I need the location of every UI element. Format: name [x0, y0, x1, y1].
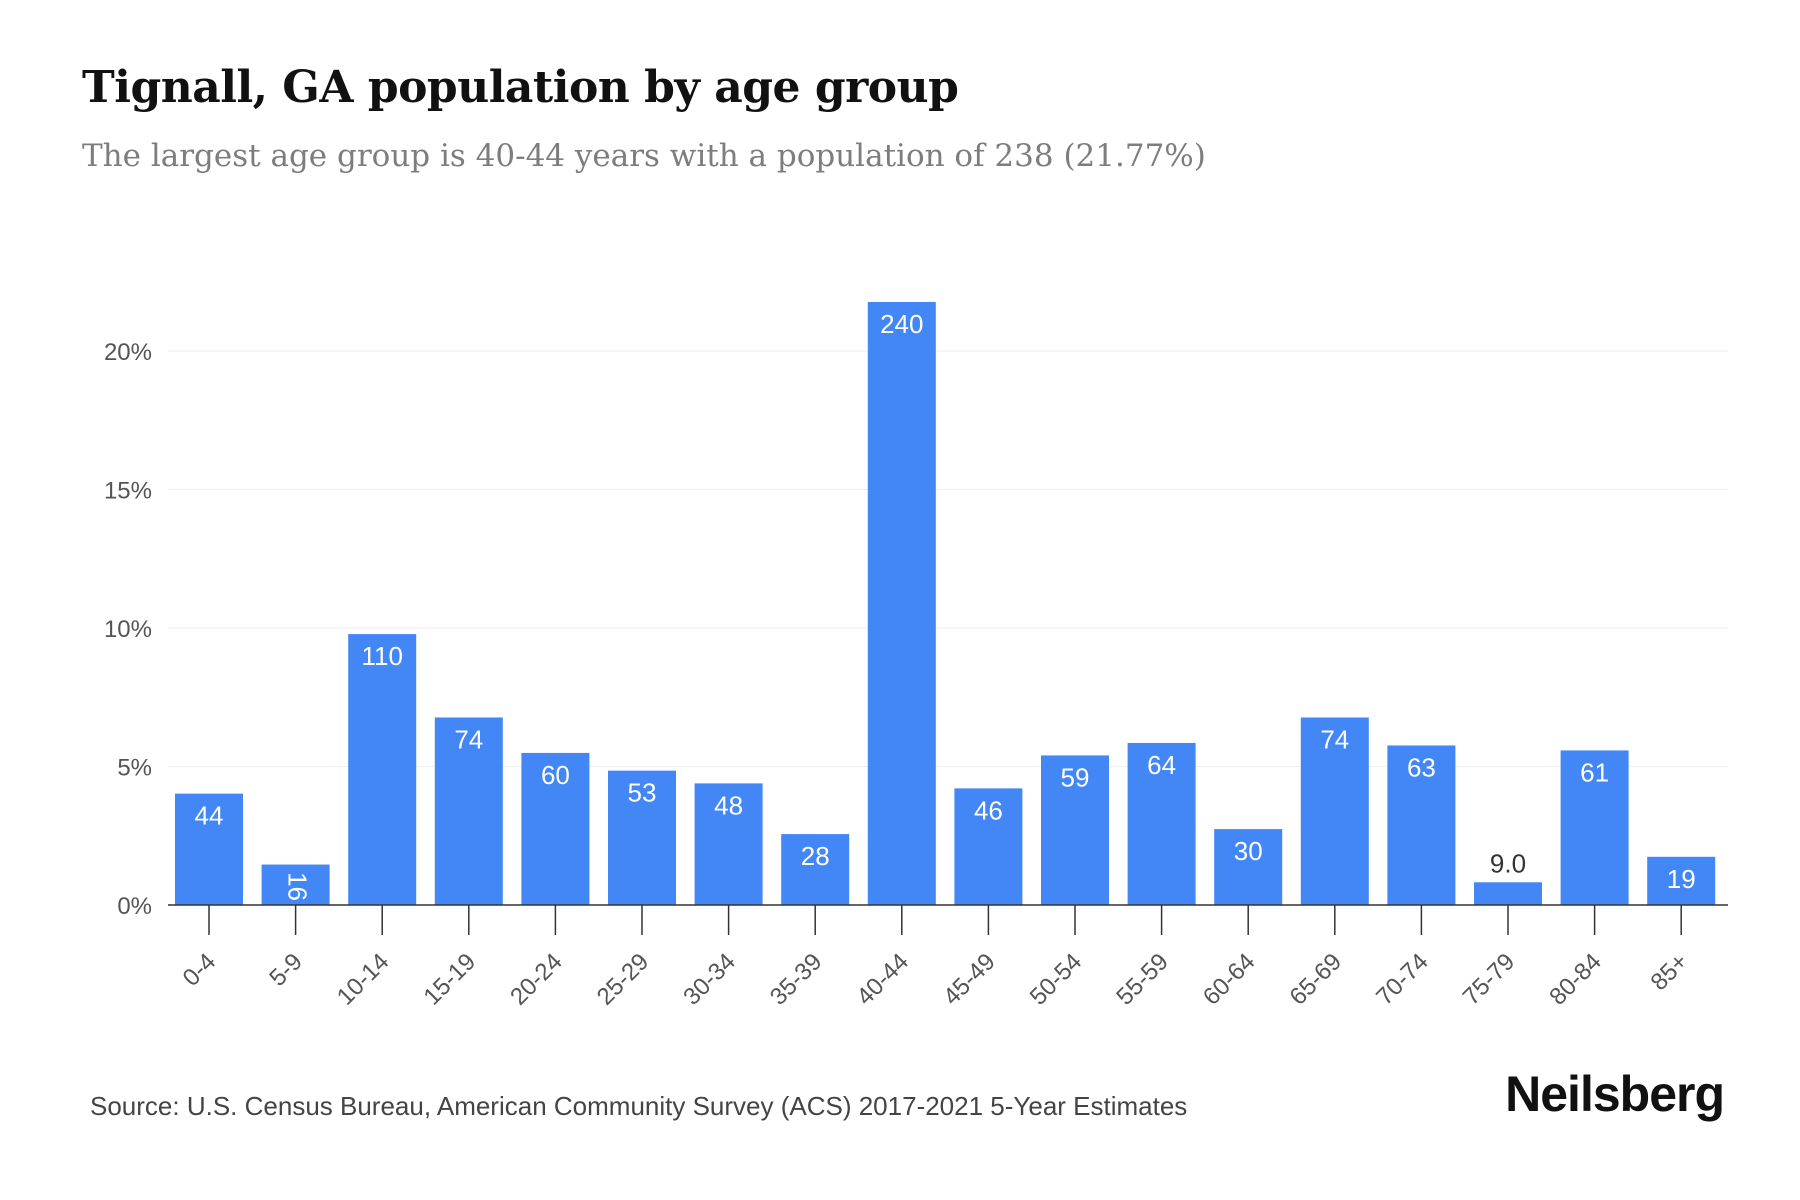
bar [1214, 829, 1283, 905]
x-tick-label: 75-79 [1458, 948, 1521, 1011]
data-label: 59 [1061, 762, 1090, 792]
bar [1647, 856, 1716, 905]
bar [1560, 750, 1629, 905]
y-tick-label: 10% [104, 616, 152, 643]
data-label: 28 [801, 841, 830, 871]
y-tick-label: 20% [104, 339, 152, 366]
data-label: 53 [628, 778, 657, 808]
data-label: 48 [714, 790, 743, 820]
data-label: 110 [361, 641, 402, 671]
x-tick-label: 55-59 [1111, 948, 1174, 1011]
x-tick-label: 40-44 [852, 948, 915, 1011]
data-label: 60 [541, 760, 570, 790]
bar [1127, 742, 1196, 905]
bar-chart: 0% 5% 10% 15% 20% 0-4 5-9 10-14 15-19 20-24 25-29 3… [104, 301, 1728, 1011]
data-label: 19 [1667, 864, 1696, 894]
x-tick-label: 85+ [1646, 948, 1694, 996]
data-label: 9.0 [1490, 848, 1526, 878]
bar [1300, 717, 1369, 905]
x-tick-label: 70-74 [1371, 948, 1434, 1011]
bar [954, 788, 1023, 905]
source-note: Source: U.S. Census Bureau, American Com… [90, 1091, 1188, 1121]
bar [781, 834, 850, 905]
y-tick-label: 5% [117, 755, 152, 782]
bar [348, 634, 417, 905]
bar [1041, 755, 1109, 905]
x-tick-label: 10-14 [332, 948, 395, 1011]
data-label: 46 [974, 795, 1003, 825]
x-tick-label: 20-24 [505, 948, 568, 1011]
data-label: 16 [283, 872, 313, 901]
bar [434, 717, 503, 905]
bar [867, 301, 936, 905]
bar [261, 864, 330, 905]
bar [175, 793, 243, 905]
x-tick-label: 0-4 [178, 948, 222, 992]
chart-subtitle: The largest age group is 40-44 years wit… [82, 138, 1206, 174]
x-tick-label: 65-69 [1285, 948, 1348, 1011]
bar [694, 783, 763, 905]
chart-title: Tignall, GA population by age group [82, 62, 959, 113]
x-tick-label: 30-34 [678, 948, 741, 1011]
y-tick-label: 15% [104, 478, 152, 505]
bar [1474, 882, 1542, 905]
data-label: 240 [880, 309, 923, 339]
x-tick-label: 5-9 [264, 948, 308, 992]
data-label: 44 [195, 801, 224, 831]
x-tick-label: 15-19 [419, 948, 482, 1011]
x-tick-label: 25-29 [592, 948, 655, 1011]
x-tick-label: 50-54 [1025, 948, 1088, 1011]
data-label: 74 [1320, 724, 1349, 754]
x-tick-label: 35-39 [765, 948, 828, 1011]
x-tick-label: 45-49 [938, 948, 1001, 1011]
x-tick-label: 80-84 [1544, 948, 1607, 1011]
data-label: 64 [1147, 750, 1176, 780]
bar [1387, 745, 1456, 905]
brand-logo: Neilsberg [1505, 1066, 1725, 1122]
x-tick-label: 60-64 [1198, 948, 1261, 1011]
data-label: 61 [1580, 757, 1609, 787]
data-label: 30 [1234, 836, 1263, 866]
bar [608, 770, 676, 905]
bar [521, 752, 590, 905]
data-label: 74 [454, 724, 483, 754]
data-label: 63 [1407, 752, 1436, 782]
y-tick-label: 0% [117, 893, 152, 920]
